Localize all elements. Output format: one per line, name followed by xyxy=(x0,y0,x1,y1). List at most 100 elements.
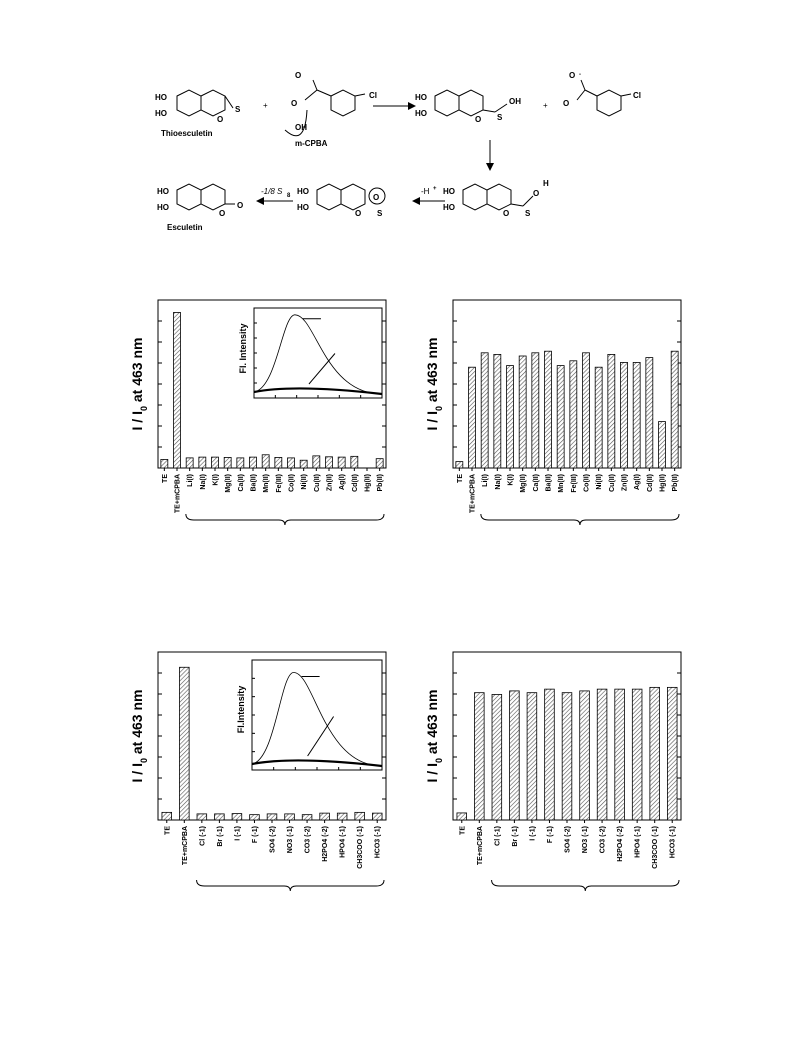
svg-text:O: O xyxy=(533,189,539,198)
bar xyxy=(337,456,346,469)
category-label: Ni(II) xyxy=(596,474,603,490)
bar xyxy=(596,688,608,821)
bar xyxy=(631,688,643,821)
category-label: TE+mCPBA xyxy=(175,474,182,513)
bar xyxy=(249,814,260,821)
bar xyxy=(372,812,383,821)
category-label: Cu(II) xyxy=(314,474,321,492)
y-axis-label: I / I0 at 463 nm xyxy=(129,338,149,431)
y-axis-label: I / I0 at 463 nm xyxy=(129,690,149,783)
category-label: TE xyxy=(164,826,171,835)
category-label: Co(II) xyxy=(584,474,591,492)
bar xyxy=(284,813,295,821)
bar xyxy=(526,692,538,821)
category-label: TE+mCPBA xyxy=(477,826,484,865)
inset-axis-label: Fl.Intensity xyxy=(236,686,246,734)
category-label: Cl (-1) xyxy=(199,826,206,846)
category-label: F (-1) xyxy=(252,826,259,843)
bar xyxy=(266,813,278,821)
category-label: HCO3 (-1) xyxy=(375,826,382,858)
svg-text:Cl: Cl xyxy=(369,91,377,100)
metal-interference-chart: TE TE+mCPBA Li(I) Na(I) K(I) Mg(II) Ca(II) Ba(I… xyxy=(424,299,682,526)
category-label: TE+mCPBA xyxy=(182,826,189,865)
svg-text:HO: HO xyxy=(157,203,169,212)
category-label: Ag(I) xyxy=(339,474,346,490)
category-label: I (-1) xyxy=(529,826,536,841)
bar xyxy=(261,454,270,469)
intermediate-structure-1 xyxy=(434,89,508,117)
category-label: Fe(III) xyxy=(276,474,283,493)
bar xyxy=(667,686,678,821)
svg-text:OH: OH xyxy=(295,123,307,132)
category-label: TE xyxy=(162,474,169,483)
category-label: Ca(II) xyxy=(533,474,540,492)
category-label: Pb(II) xyxy=(672,474,679,492)
ho-label: HO xyxy=(155,93,167,102)
category-label: SO4 (-2) xyxy=(270,826,277,853)
category-label: Li(I) xyxy=(482,474,489,487)
svg-text:O: O xyxy=(217,115,223,124)
chlorobenzoate-structure xyxy=(576,79,632,117)
category-label: Pb(II) xyxy=(377,474,384,492)
svg-text:8: 8 xyxy=(287,193,291,199)
category-label: Mg(II) xyxy=(225,474,232,493)
category-label: NO3 (-1) xyxy=(582,826,589,853)
category-label: Ba(II) xyxy=(546,474,553,492)
svg-text:+: + xyxy=(543,101,548,110)
bar xyxy=(196,813,208,821)
bar xyxy=(160,459,169,469)
bar xyxy=(649,686,660,821)
svg-text:HO: HO xyxy=(297,203,309,212)
category-label: Mn(II) xyxy=(558,474,565,493)
esculetin-label: Esculetin xyxy=(167,223,203,232)
category-label: Cd(II) xyxy=(647,474,654,492)
bar xyxy=(375,458,384,469)
category-label: I (-1) xyxy=(234,826,241,841)
inset-spectrum: Fl.Intensity xyxy=(236,659,383,771)
svg-text:HO: HO xyxy=(415,93,427,102)
bar xyxy=(231,813,243,821)
esculetin-structure xyxy=(176,183,235,211)
bar xyxy=(506,365,514,469)
category-label: Na(I) xyxy=(495,474,502,490)
bar xyxy=(556,365,565,469)
svg-text:O: O xyxy=(355,209,361,218)
plus-sign: + xyxy=(263,101,268,110)
category-label: Ni(II) xyxy=(301,474,308,490)
bar xyxy=(544,350,552,469)
bar xyxy=(531,352,540,469)
thioesculetin-structure xyxy=(176,89,234,117)
bar xyxy=(287,457,295,469)
category-label: K(I) xyxy=(508,474,515,486)
bar xyxy=(632,362,641,469)
bar xyxy=(544,688,555,821)
category-label: SO4 (-2) xyxy=(565,826,572,853)
bar xyxy=(456,812,467,821)
category-label: CH3COO (-1) xyxy=(357,826,364,869)
anion-interference-chart: TE TE+mCPBA Cl (-1) Br (-1) I (-1) F (-1) SO4 … xyxy=(424,651,682,892)
category-label: Fe(III) xyxy=(571,474,578,493)
bar xyxy=(569,360,578,469)
bar xyxy=(582,352,590,469)
category-label: Co(II) xyxy=(289,474,296,492)
category-label: TE xyxy=(457,474,464,483)
bar xyxy=(198,456,207,469)
bar xyxy=(579,690,590,821)
bar xyxy=(493,354,502,469)
bar xyxy=(185,457,194,469)
svg-text:S: S xyxy=(525,209,531,218)
bar xyxy=(620,362,628,469)
mcpba-label: m-CPBA xyxy=(295,139,328,148)
category-label: Br (-1) xyxy=(512,826,519,847)
thioesculetin-label: Thioesculetin xyxy=(161,129,213,138)
category-label: Na(I) xyxy=(200,474,207,490)
bar xyxy=(214,813,225,821)
svg-text:Cl: Cl xyxy=(633,91,641,100)
category-label: Mn(II) xyxy=(263,474,270,493)
svg-text:HO: HO xyxy=(415,109,427,118)
category-label: Br (-1) xyxy=(217,826,224,847)
bar xyxy=(325,456,333,469)
category-label: HPO4 (-1) xyxy=(635,826,642,858)
category-label: TE+mCPBA xyxy=(470,474,477,513)
bar xyxy=(336,812,348,821)
